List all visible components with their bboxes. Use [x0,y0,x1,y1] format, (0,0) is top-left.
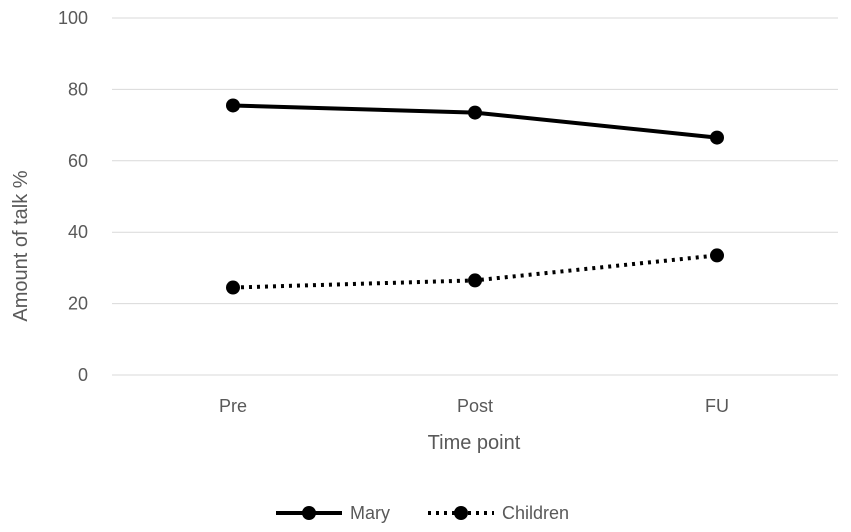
y-tick-label: 80 [68,79,88,99]
legend-label: Children [502,503,569,523]
x-tick-label: Post [457,396,493,416]
x-tick-label: Pre [219,396,247,416]
y-tick-label: 100 [58,8,88,28]
x-tick-label: FU [705,396,729,416]
legend-label: Mary [350,503,390,523]
data-point-children [710,248,724,263]
data-point-mary [226,98,240,113]
legend: Mary Children [276,503,569,523]
legend-marker [302,506,316,520]
legend-marker [454,506,468,520]
data-point-mary [710,130,724,145]
x-axis-title: Time point [428,432,521,454]
data-point-mary [468,105,482,120]
y-tick-label: 0 [78,365,88,385]
series-group [226,98,724,295]
y-tick-label: 60 [68,151,88,171]
legend-item-children: Children [428,503,569,523]
legend-item-mary: Mary [276,503,390,523]
data-point-children [226,280,240,295]
y-tick-label: 20 [68,294,88,314]
gridlines [112,17,838,376]
data-point-children [468,273,482,288]
y-axis-title: Amount of talk % [10,170,32,321]
y-tick-label: 40 [68,222,88,242]
x-axis-ticks: Pre Post FU [219,396,729,416]
y-axis-ticks: 0 20 40 60 80 100 [58,8,88,385]
